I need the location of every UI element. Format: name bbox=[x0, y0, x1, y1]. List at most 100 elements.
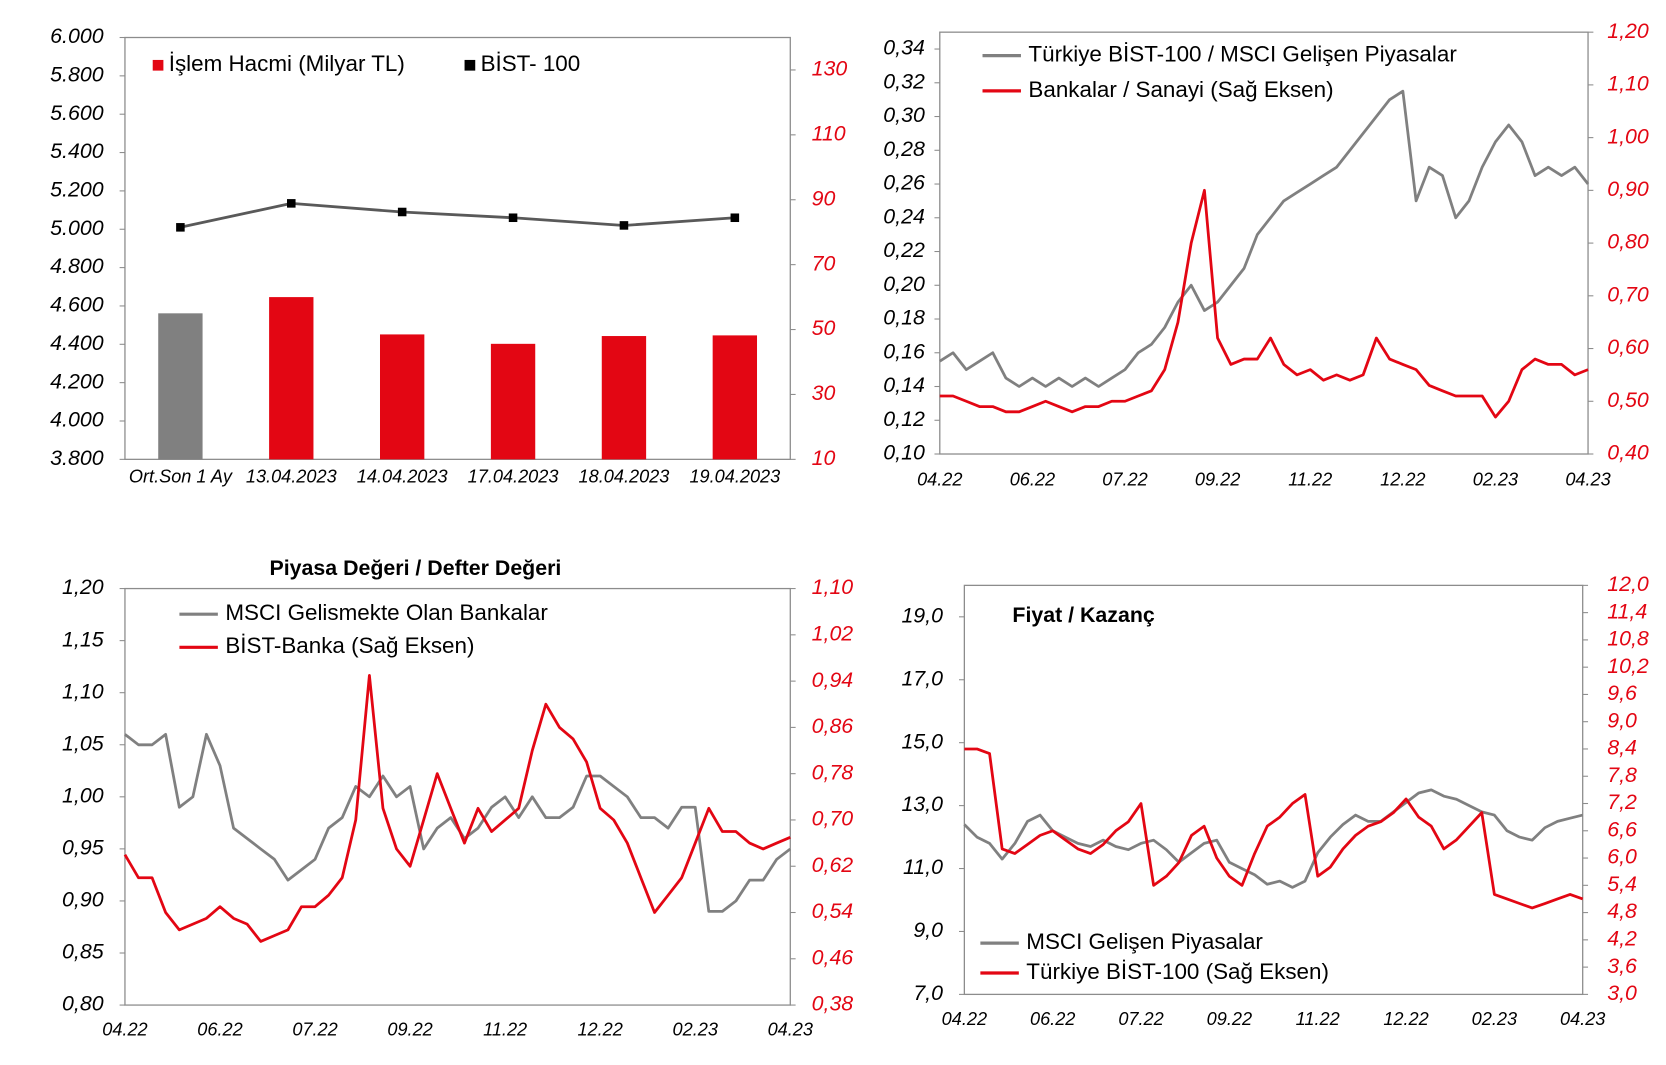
x-tick-label: 02.23 bbox=[673, 1019, 718, 1039]
y-tick-label: 0,80 bbox=[62, 992, 104, 1016]
y2-tick-label: 4,2 bbox=[1607, 926, 1637, 950]
x-tick-label: 04.23 bbox=[768, 1019, 813, 1039]
series-line bbox=[123, 674, 791, 943]
x-tick-label: 18.04.2023 bbox=[579, 466, 670, 486]
series-line bbox=[180, 201, 735, 229]
y2-tick-label: 10 bbox=[812, 446, 836, 470]
y2-tick-label: 10,2 bbox=[1607, 654, 1649, 678]
x-tick-label: 06.22 bbox=[1010, 470, 1055, 490]
y2-tick-label: 1,00 bbox=[1607, 124, 1649, 148]
y2-tick-label: 11,4 bbox=[1607, 599, 1647, 623]
bar bbox=[490, 343, 536, 460]
x-tick-label: 06.22 bbox=[197, 1019, 242, 1039]
y2-tick-label: 50 bbox=[812, 316, 836, 340]
x-tick-label: 13.04.2023 bbox=[246, 466, 337, 486]
series-line bbox=[939, 89, 1590, 388]
x-tick-label: 04.23 bbox=[1565, 470, 1610, 490]
y-tick-label: 3.800 bbox=[50, 446, 104, 470]
x-tick-label: 02.23 bbox=[1472, 1009, 1517, 1029]
y2-tick-label: 7,8 bbox=[1607, 763, 1637, 787]
y-tick-label: 0,22 bbox=[883, 238, 925, 262]
y-tick-label: 1,15 bbox=[62, 627, 104, 651]
y-tick-label: 5.400 bbox=[50, 139, 104, 163]
y-tick-label: 15,0 bbox=[901, 729, 943, 753]
y-tick-label: 1,10 bbox=[62, 679, 104, 703]
x-tick-label: 07.22 bbox=[1102, 470, 1147, 490]
y2-tick-label: 130 bbox=[812, 57, 848, 81]
y-tick-label: 0,12 bbox=[883, 407, 925, 431]
y2-tick-label: 0,60 bbox=[1607, 335, 1649, 359]
x-tick-label: 12.22 bbox=[577, 1019, 622, 1039]
x-tick-label: 12.22 bbox=[1380, 470, 1425, 490]
y-tick-label: 0,32 bbox=[883, 69, 925, 93]
x-tick-label: 07.22 bbox=[292, 1019, 337, 1039]
y2-tick-label: 90 bbox=[812, 186, 836, 210]
y-tick-label: 0,28 bbox=[883, 137, 925, 161]
chart-title: Piyasa Değeri / Defter Değeri bbox=[270, 556, 562, 580]
series-line bbox=[963, 788, 1584, 889]
y2-tick-label: 110 bbox=[812, 121, 846, 145]
legend-swatch bbox=[464, 59, 476, 71]
line-marker bbox=[730, 213, 740, 223]
legend-label: MSCI Gelismekte Olan Bankalar bbox=[225, 600, 548, 625]
y2-tick-label: 30 bbox=[812, 381, 836, 405]
y-tick-label: 1,00 bbox=[62, 783, 104, 807]
y2-tick-label: 70 bbox=[812, 251, 836, 275]
y-tick-label: 0,10 bbox=[883, 441, 925, 465]
y2-tick-label: 9,0 bbox=[1607, 708, 1637, 732]
x-tick-label: 06.22 bbox=[1030, 1009, 1075, 1029]
y2-tick-label: 0,70 bbox=[1607, 282, 1649, 306]
y-tick-label: 19,0 bbox=[901, 603, 943, 627]
line-marker bbox=[287, 199, 296, 208]
y2-tick-label: 0,90 bbox=[1607, 177, 1649, 201]
y2-tick-label: 3,6 bbox=[1607, 954, 1637, 978]
y-tick-label: 4.800 bbox=[50, 254, 104, 278]
y2-tick-label: 0,46 bbox=[812, 945, 854, 969]
y2-tick-label: 1,10 bbox=[1607, 72, 1649, 96]
y2-tick-label: 9,6 bbox=[1607, 681, 1637, 705]
y-tick-label: 0,30 bbox=[883, 103, 925, 127]
y-tick-label: 7,0 bbox=[913, 981, 943, 1005]
y2-tick-label: 0,86 bbox=[812, 714, 854, 738]
y2-tick-label: 0,50 bbox=[1607, 388, 1649, 412]
y-tick-label: 0,14 bbox=[883, 373, 925, 397]
y-tick-label: 5.000 bbox=[50, 216, 104, 240]
y2-tick-label: 0,38 bbox=[812, 992, 854, 1016]
bar bbox=[601, 336, 647, 460]
line-marker bbox=[619, 221, 629, 230]
y2-tick-label: 4,8 bbox=[1607, 899, 1637, 923]
y2-tick-label: 6,6 bbox=[1607, 817, 1637, 841]
y-tick-label: 0,95 bbox=[62, 836, 104, 860]
series-line bbox=[964, 747, 1584, 910]
y2-tick-label: 3,0 bbox=[1607, 981, 1637, 1005]
bar bbox=[158, 313, 203, 460]
y-tick-label: 0,34 bbox=[883, 36, 925, 60]
x-tick-label: 04.23 bbox=[1560, 1009, 1605, 1029]
y-tick-label: 5.800 bbox=[50, 62, 104, 86]
y2-tick-label: 0,94 bbox=[812, 668, 854, 692]
legend-label: Türkiye BİST-100 (Sağ Eksen) bbox=[1026, 959, 1329, 984]
legend-label: Türkiye BİST-100 / MSCI Gelişen Piyasala… bbox=[1028, 42, 1457, 67]
legend-label: İşlem Hacmi (Milyar TL) bbox=[169, 51, 405, 76]
x-tick-label: 04.22 bbox=[917, 470, 962, 490]
y-tick-label: 5.200 bbox=[50, 178, 104, 202]
y-tick-label: 1,05 bbox=[62, 731, 104, 755]
legend-label: BİST-Banka (Sağ Eksen) bbox=[225, 633, 474, 658]
y-tick-label: 17,0 bbox=[901, 666, 943, 690]
x-tick-label: 11.22 bbox=[1296, 1009, 1340, 1029]
plot-frame bbox=[963, 584, 1584, 996]
y-tick-label: 13,0 bbox=[901, 792, 943, 816]
y2-tick-label: 12,0 bbox=[1607, 572, 1649, 596]
y2-tick-label: 0,70 bbox=[812, 807, 854, 831]
y-tick-label: 0,26 bbox=[883, 171, 925, 195]
y-tick-label: 0,20 bbox=[883, 272, 925, 296]
y2-tick-label: 5,4 bbox=[1607, 872, 1637, 896]
y-tick-label: 4.600 bbox=[50, 293, 104, 317]
plot-frame bbox=[124, 36, 791, 460]
legend-label: MSCI Gelişen Piyasalar bbox=[1026, 929, 1263, 954]
y-tick-label: 0,16 bbox=[883, 339, 925, 363]
x-tick-label: 09.22 bbox=[1207, 1009, 1252, 1029]
y-tick-label: 0,85 bbox=[62, 940, 104, 964]
y2-tick-label: 1,20 bbox=[1607, 19, 1649, 43]
